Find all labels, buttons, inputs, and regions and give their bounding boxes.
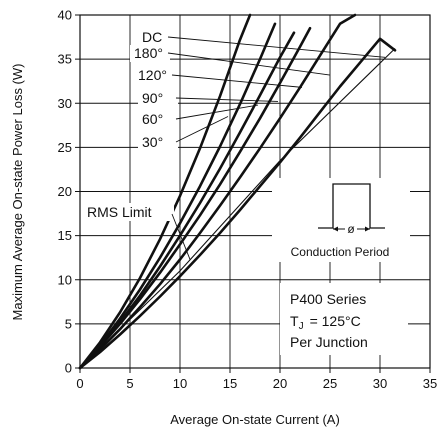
curve-label-leader [175,97,279,102]
period-arrow-right-head [365,226,370,232]
curve-label-leader [175,104,259,120]
curve-label: DC [142,29,162,45]
series-lines [78,13,397,370]
rms-limit-label: RMS Limit [87,204,152,220]
curve-label: 30° [142,134,163,150]
y-tick-label: 10 [58,272,72,287]
x-tick-label: 25 [323,376,337,391]
conduction-period-inset: ø Conduction Period [272,178,410,262]
per-junction-text: Per Junction [290,334,368,350]
curve-label-background [134,67,174,84]
x-tick-label: 35 [423,376,437,391]
curve-label-leader [167,52,331,76]
conduction-period-label: Conduction Period [291,245,390,259]
x-tick-label: 15 [223,376,237,391]
y-tick-labels: 0 5 10 15 20 25 30 35 40 [58,8,72,376]
y-tick-label: 5 [65,316,72,331]
rms-label-leader [171,213,191,260]
x-tick-label: 20 [273,376,287,391]
conduction-pulse-shape [318,183,385,229]
curve-label-background [138,111,178,128]
series-info-box: P400 Series TJ = 125°C Per Junction [280,283,408,355]
x-tick-label: 30 [373,376,387,391]
curve-label: 60° [142,111,163,127]
y-tick-label: 35 [58,52,72,67]
x-tick-labels: 0 5 10 15 20 25 30 35 [76,376,437,391]
junction-temp-text: TJ = 125°C [290,313,361,332]
rms-limit-line [79,48,396,369]
series-line [78,13,357,370]
x-axis-label: Average On-state Current (A) [170,412,340,427]
curve-label-background [138,90,178,107]
phi-symbol: ø [347,222,355,236]
curve-label: 120° [138,67,167,83]
tj-value: = 125°C [310,313,361,329]
period-arrow-left-head [333,226,338,232]
rms-label-background [84,203,174,221]
curve-label-background [138,134,178,151]
curve-label-leader [171,74,303,88]
y-tick-label: 0 [65,361,72,376]
rms-limit-line [79,48,396,369]
curve-label-leader [167,36,386,58]
y-tick-label: 40 [58,8,72,23]
series-name-text: P400 Series [290,291,366,307]
x-tick-label: 5 [126,376,133,391]
y-axis-label: Maximum Average On-state Power Loss (W) [10,64,25,321]
x-tick-label: 10 [173,376,187,391]
series-line [78,37,397,370]
series-line [78,31,296,370]
curve-label: 180° [134,45,163,61]
phi-background [345,222,357,235]
curve-label-leader [175,116,229,143]
y-tick-label: 15 [58,228,72,243]
inset-box-background [272,178,410,262]
tj-symbol: T [290,313,299,329]
y-tick-label: 30 [58,96,72,111]
curve-label: 90° [142,90,163,106]
y-tick-label: 20 [58,184,72,199]
curve-label-background [138,29,166,46]
series-line [78,22,277,370]
curve-label-background [130,45,170,62]
series-info-background [280,283,408,355]
y-tick-label: 25 [58,140,72,155]
x-tick-label: 0 [76,376,83,391]
tj-subscript: J [299,321,304,332]
